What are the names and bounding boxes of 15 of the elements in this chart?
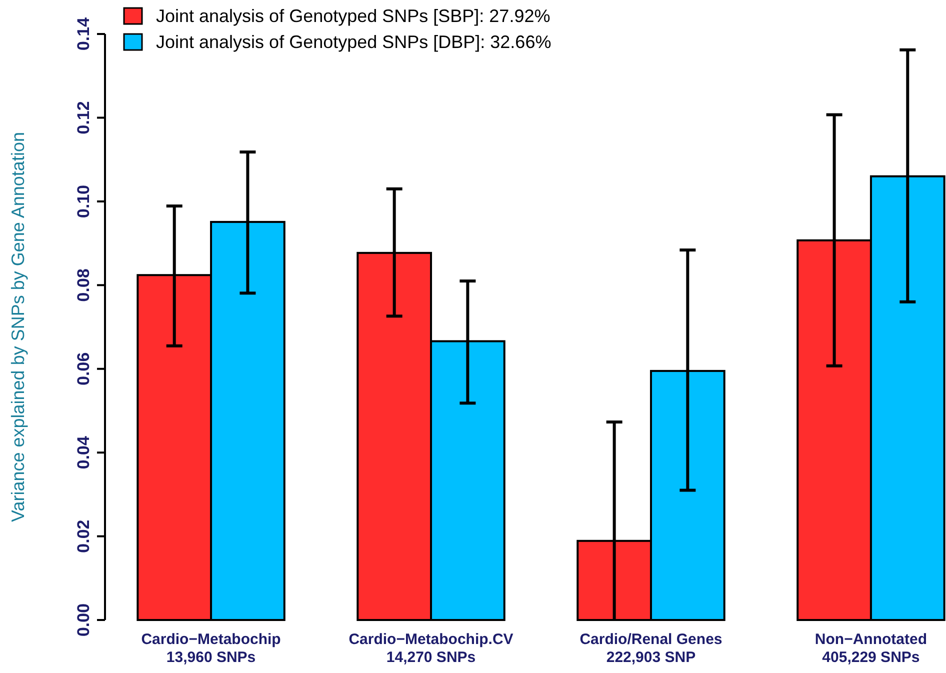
y-tick-label: 0.06 (74, 352, 93, 386)
y-tick-label: 0.10 (74, 184, 93, 218)
legend-label: Joint analysis of Genotyped SNPs [SBP]: 27.92% (156, 6, 550, 26)
x-tick-label: Cardio−Metabochip 13,960 SNPs (141, 631, 281, 666)
x-tick-label: Non−Annotated 405,229 SNPs (814, 631, 928, 666)
y-tick-label: 0.00 (74, 603, 93, 637)
y-tick-label: 0.04 (74, 435, 93, 470)
legend-label: Joint analysis of Genotyped SNPs [DBP]: 32.66% (156, 32, 552, 52)
y-tick-label: 0.12 (74, 101, 93, 134)
y-tick-label: 0.02 (74, 520, 93, 553)
y-tick-label: 0.14 (74, 16, 93, 51)
y-tick-label: 0.08 (74, 268, 93, 302)
x-tick-label: Cardio−Metabochip.CV 14,270 SNPs (348, 631, 514, 666)
y-axis-title: Variance explained by SNPs by Gene Annotation (8, 132, 28, 522)
x-tick-label: Cardio/Renal Genes 222,903 SNP (580, 631, 722, 666)
